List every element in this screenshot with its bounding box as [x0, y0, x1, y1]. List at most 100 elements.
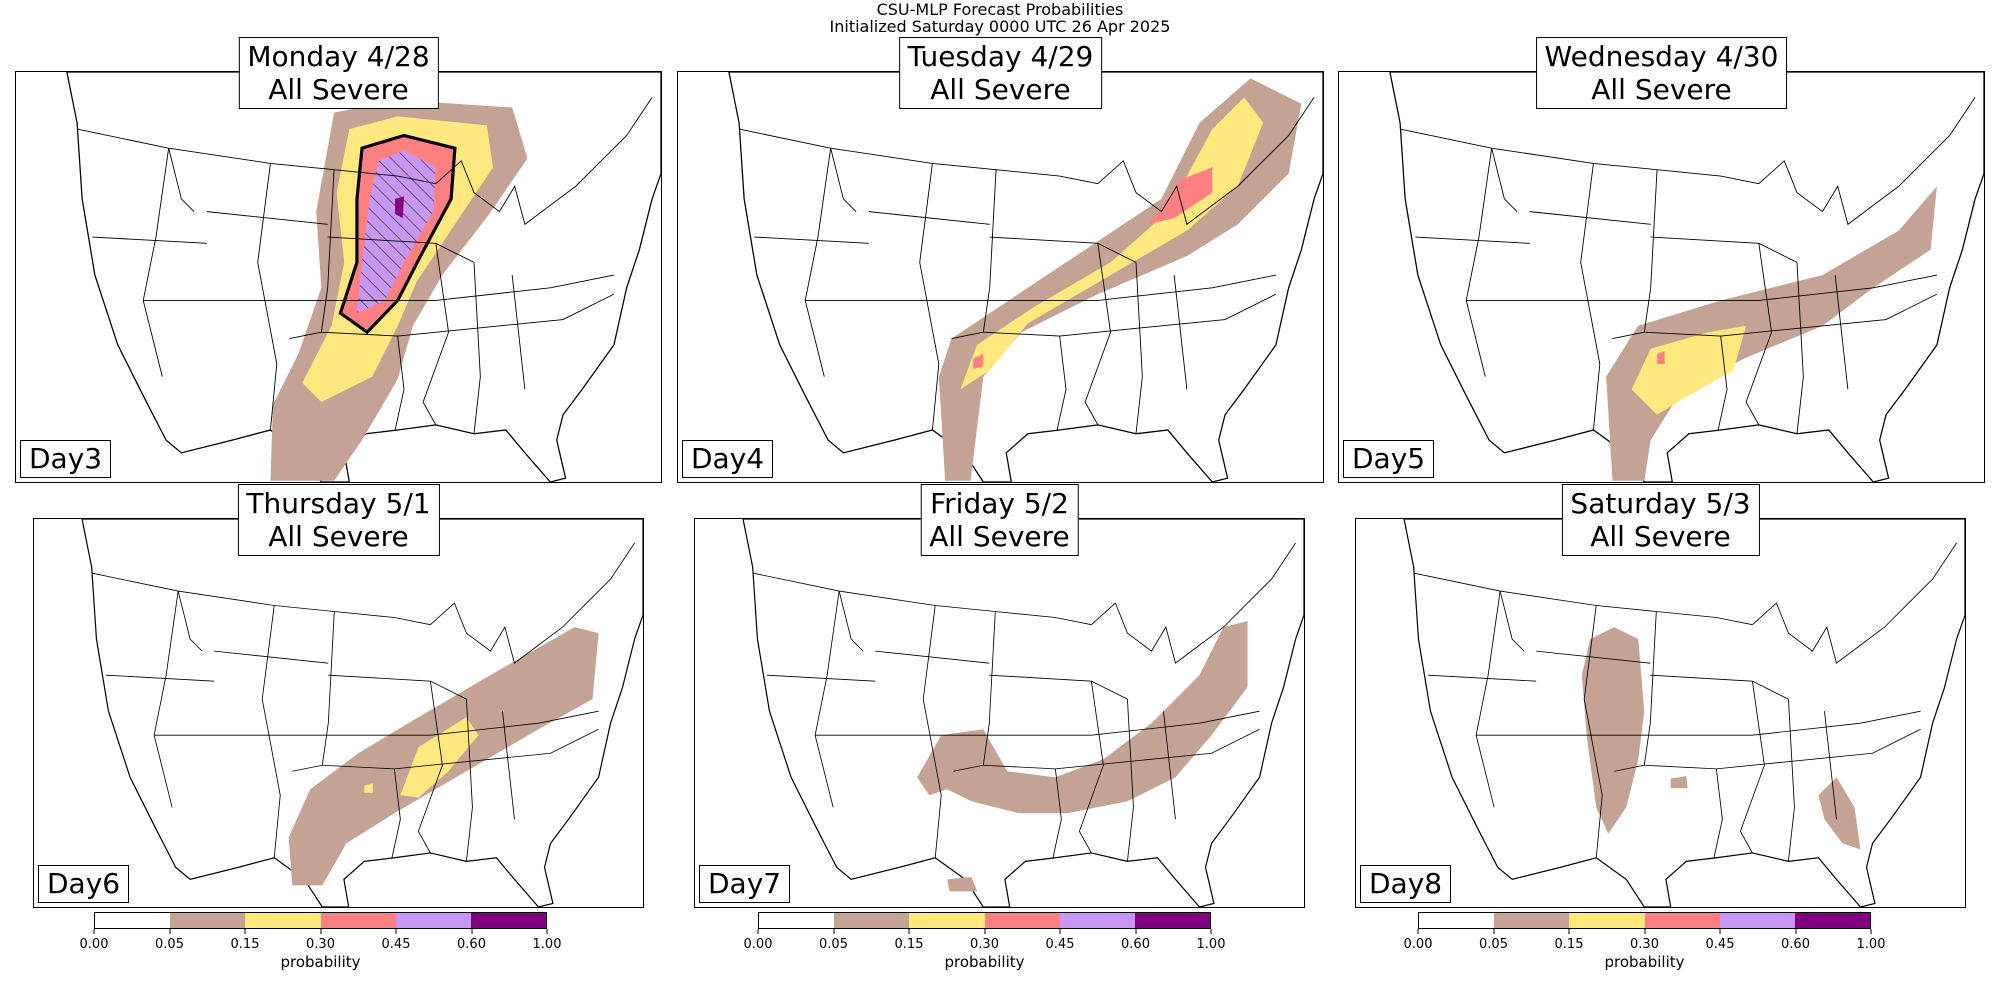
- colorbar-bin: [1569, 913, 1645, 928]
- land-outline: [742, 519, 1304, 907]
- state-border: [767, 674, 876, 682]
- colorbar-tick-label: 0.45: [382, 929, 410, 952]
- panel-date: Saturday 5/3: [1570, 487, 1751, 520]
- state-border: [1084, 243, 1112, 426]
- land-outline: [1403, 519, 1965, 907]
- colorbar-bin: [834, 913, 910, 928]
- state-border: [814, 591, 840, 808]
- state-border: [1643, 611, 1723, 858]
- colorbar-bin: [1494, 913, 1570, 928]
- colorbar-ticks: 0.00 0.05 0.15 0.30 0.45 0.60 1.00: [80, 929, 561, 959]
- state-border: [502, 711, 515, 820]
- colorbar-bin: [95, 913, 171, 928]
- state-border: [142, 148, 170, 377]
- panel-title: Thursday 5/1 All Severe: [237, 484, 440, 556]
- probability-region-0.05: [1818, 777, 1861, 850]
- state-border: [435, 97, 653, 226]
- colorbar-tick-label: 0.00: [1404, 929, 1432, 952]
- state-border: [91, 572, 431, 626]
- state-border: [153, 591, 179, 808]
- probability-region-0.05: [917, 621, 1248, 814]
- state-border: [875, 650, 990, 664]
- state-border: [1580, 163, 1601, 430]
- panel-date: Thursday 5/1: [246, 487, 431, 520]
- figure-title: CSU-MLP Forecast Probabilities: [876, 0, 1124, 19]
- state-border: [511, 275, 526, 390]
- state-border: [1499, 590, 1525, 652]
- colorbar-tick-label: 0.45: [1706, 929, 1734, 952]
- state-border: [838, 590, 864, 652]
- state-border: [320, 169, 405, 431]
- state-border: [1163, 711, 1176, 820]
- colorbar-tick-label: 0.15: [895, 929, 923, 952]
- state-border: [1650, 674, 1789, 700]
- colorbar-bin: [1794, 913, 1871, 928]
- state-border: [168, 148, 195, 212]
- state-border: [1834, 275, 1849, 390]
- significant-severe-hatch: [356, 150, 436, 314]
- colorbar-bin: [759, 913, 835, 928]
- colorbar-bin: [320, 913, 396, 928]
- colorbar-ticks: 0.00 0.05 0.15 0.30 0.45 0.60 1.00: [744, 929, 1225, 959]
- panel-date: Tuesday 4/29: [907, 40, 1094, 73]
- state-border: [214, 650, 329, 664]
- state-border: [154, 710, 599, 736]
- state-border: [1716, 728, 1921, 770]
- state-border: [1796, 262, 1804, 434]
- state-border: [417, 681, 443, 854]
- panel-hazard: All Severe: [1590, 520, 1731, 553]
- panel-hazard: All Severe: [929, 520, 1070, 553]
- state-border: [1078, 681, 1104, 854]
- colorbar-label: probability: [280, 953, 361, 971]
- state-border: [1739, 681, 1765, 854]
- state-border: [1758, 97, 1976, 226]
- map-panel-day4: Day4: [677, 71, 1324, 483]
- state-border: [804, 148, 832, 377]
- map-svg: [81, 519, 643, 907]
- probability-region-0.05: [1670, 776, 1688, 789]
- map-svg: [728, 72, 1323, 482]
- colorbar-bin: [395, 913, 471, 928]
- day-label: Day3: [20, 440, 112, 478]
- map-panel-day6: Day6: [33, 518, 644, 908]
- state-border: [1135, 262, 1143, 434]
- state-border: [1824, 711, 1837, 820]
- colorbar-tick-label: 1.00: [1857, 929, 1885, 952]
- state-border: [868, 211, 990, 225]
- colorbar-tick-label: 0.60: [1781, 929, 1810, 952]
- colorbar-label: probability: [944, 953, 1025, 971]
- colorbar-bin: [909, 913, 985, 928]
- colorbar-tick-label: 0.00: [744, 929, 772, 952]
- colorbar-bin: [1059, 913, 1135, 928]
- colorbar-bin: [1719, 913, 1795, 928]
- colorbar-tick-label: 0.30: [1630, 929, 1659, 952]
- state-border: [92, 236, 207, 244]
- probability-region-0.60: [395, 196, 405, 218]
- state-border: [951, 331, 984, 339]
- panel-title: Monday 4/28 All Severe: [238, 37, 439, 109]
- colorbar-tick-label: 0.05: [155, 929, 184, 952]
- colorbar-bin: [1419, 913, 1495, 928]
- map-svg: [1389, 72, 1984, 482]
- state-border: [206, 211, 328, 225]
- land-outline: [81, 519, 643, 907]
- state-border: [982, 169, 1067, 431]
- state-border: [257, 163, 278, 430]
- map-panel-day8: Day8: [1355, 518, 1966, 908]
- panel-date: Monday 4/28: [247, 40, 430, 73]
- figure-subtitle: Initialized Saturday 0000 UTC 26 Apr 202…: [829, 17, 1171, 36]
- map-panel-day5: Day5: [1338, 71, 1985, 483]
- colorbar-bin: [245, 913, 321, 928]
- state-border: [1475, 591, 1501, 808]
- colorbar: [758, 912, 1211, 929]
- probability-region-0.15: [364, 783, 373, 793]
- panel-title: Tuesday 4/29 All Severe: [898, 37, 1103, 109]
- colorbar-tick-label: 0.15: [231, 929, 259, 952]
- state-border: [1788, 699, 1795, 862]
- panel-date: Friday 5/2: [930, 487, 1069, 520]
- day-label: Day5: [1343, 440, 1435, 478]
- map-svg: [742, 519, 1304, 907]
- colorbar-tick-label: 0.05: [819, 929, 848, 952]
- state-border: [1415, 236, 1530, 244]
